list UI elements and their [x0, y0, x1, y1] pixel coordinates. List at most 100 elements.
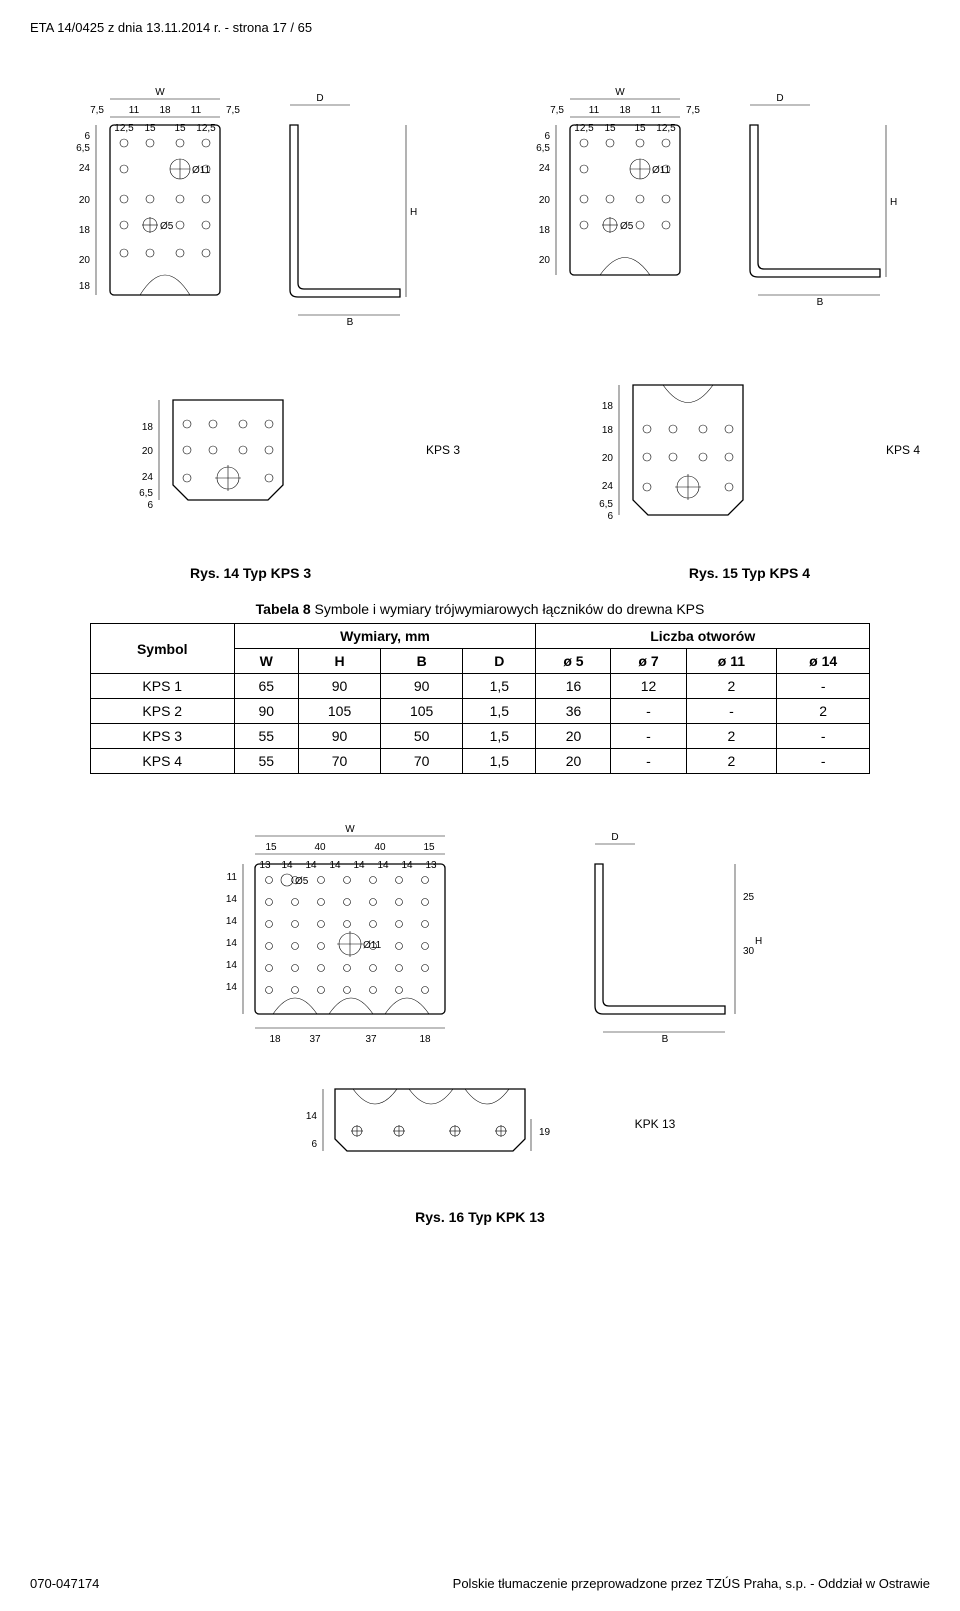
svg-text:Ø11: Ø11: [363, 940, 382, 951]
table-cell: 105: [381, 699, 463, 724]
svg-text:14: 14: [305, 860, 317, 871]
svg-text:6,5: 6,5: [599, 499, 613, 510]
col-d7: ø 7: [611, 649, 686, 674]
svg-text:11: 11: [227, 872, 238, 883]
svg-text:6,5: 6,5: [536, 143, 550, 154]
col-B: B: [381, 649, 463, 674]
table-cell: 90: [299, 724, 381, 749]
kps3-label: KPS 3: [426, 443, 460, 457]
svg-text:18: 18: [79, 225, 91, 236]
svg-text:20: 20: [539, 195, 551, 206]
svg-text:H: H: [410, 207, 417, 218]
svg-text:12,5: 12,5: [656, 123, 676, 134]
table-cell: 1,5: [463, 699, 536, 724]
svg-text:6: 6: [84, 131, 90, 142]
table-cell: 1,5: [463, 749, 536, 774]
svg-text:15: 15: [265, 842, 277, 853]
svg-text:14: 14: [401, 860, 413, 871]
table-row: KPS 2901051051,536--2: [91, 699, 870, 724]
svg-text:14: 14: [226, 938, 238, 949]
table-cell: -: [611, 699, 686, 724]
svg-text:18: 18: [159, 105, 171, 116]
svg-text:18: 18: [142, 422, 154, 433]
table-cell: KPS 2: [91, 699, 235, 724]
svg-text:13: 13: [425, 860, 437, 871]
svg-text:24: 24: [602, 481, 614, 492]
col-D: D: [463, 649, 536, 674]
kpk13-diagram-group: W 15 40 40 15 13 14 14 14 14 14 14 13 11: [30, 814, 930, 1179]
table-cell: 90: [234, 699, 299, 724]
svg-text:11: 11: [191, 105, 202, 116]
table-cell: -: [611, 749, 686, 774]
col-d11: ø 11: [686, 649, 777, 674]
table-cell: 50: [381, 724, 463, 749]
table-cell: -: [777, 674, 870, 699]
footer-left: 070-047174: [30, 1576, 99, 1591]
svg-text:W: W: [345, 824, 355, 835]
col-d14: ø 14: [777, 649, 870, 674]
second-diagram-row: 18 20 24 6,5 6 KPS 3: [40, 365, 920, 535]
svg-text:14: 14: [306, 1111, 318, 1122]
svg-text:6: 6: [311, 1139, 317, 1150]
kps4-bottom-diagram: 18 18 20 24 6,5 6: [578, 365, 788, 535]
svg-text:20: 20: [142, 446, 154, 457]
table-cell: -: [611, 724, 686, 749]
svg-text:Ø11: Ø11: [652, 165, 671, 176]
table-cell: 1,5: [463, 724, 536, 749]
svg-text:B: B: [347, 317, 354, 328]
svg-text:14: 14: [226, 916, 238, 927]
svg-text:6,5: 6,5: [139, 488, 153, 499]
col-H: H: [299, 649, 381, 674]
svg-text:24: 24: [142, 472, 154, 483]
fig15-caption: Rys. 15 Typ KPS 4: [689, 565, 810, 581]
svg-text:6: 6: [544, 131, 550, 142]
svg-text:D: D: [611, 832, 618, 843]
table-cell: 2: [686, 674, 777, 699]
svg-text:12,5: 12,5: [196, 123, 216, 134]
svg-text:19: 19: [539, 1127, 551, 1138]
col-d5: ø 5: [536, 649, 611, 674]
svg-text:12,5: 12,5: [114, 123, 134, 134]
svg-text:Ø5: Ø5: [620, 221, 634, 232]
svg-text:B: B: [817, 297, 824, 308]
svg-text:D: D: [316, 93, 323, 104]
table-cell: KPS 1: [91, 674, 235, 699]
kpk13-side-diagram: D 25 30 H B: [565, 814, 765, 1044]
svg-text:11: 11: [129, 105, 140, 116]
table-cell: -: [777, 749, 870, 774]
kps3-bottom-diagram: 18 20 24 6,5 6: [118, 380, 328, 520]
kps4-label: KPS 4: [886, 443, 920, 457]
svg-text:14: 14: [281, 860, 293, 871]
page-header: ETA 14/0425 z dnia 13.11.2014 r. - stron…: [30, 20, 930, 35]
fig14-caption: Rys. 14 Typ KPS 3: [190, 565, 311, 581]
col-symbol: Symbol: [91, 624, 235, 674]
table-caption: Tabela 8 Symbole i wymiary trójwymiarowy…: [90, 601, 870, 617]
svg-text:6: 6: [147, 500, 153, 511]
table-cell: KPS 3: [91, 724, 235, 749]
kps4-front-side-diagram: W 7,5 11 18 11 7,5 12,5 15 15 12,5 6 6,5…: [500, 75, 920, 335]
dimensions-table: Symbol Wymiary, mm Liczba otworów W H B …: [90, 623, 870, 774]
svg-text:B: B: [662, 1034, 669, 1044]
svg-text:14: 14: [377, 860, 389, 871]
table-cell: -: [777, 724, 870, 749]
svg-text:37: 37: [365, 1034, 377, 1044]
table-cell: -: [686, 699, 777, 724]
table-row: KPS 16590901,516122-: [91, 674, 870, 699]
svg-text:6: 6: [607, 511, 613, 522]
svg-text:15: 15: [634, 123, 646, 134]
svg-text:15: 15: [144, 123, 156, 134]
table-cell: KPS 4: [91, 749, 235, 774]
svg-text:11: 11: [651, 105, 662, 116]
svg-text:15: 15: [423, 842, 435, 853]
table-cell: 70: [381, 749, 463, 774]
fig16-caption: Rys. 16 Typ KPK 13: [30, 1209, 930, 1225]
svg-text:12,5: 12,5: [574, 123, 594, 134]
table-cell: 1,5: [463, 674, 536, 699]
table-cell: 105: [299, 699, 381, 724]
svg-text:6,5: 6,5: [76, 143, 90, 154]
svg-text:18: 18: [79, 281, 91, 292]
svg-text:W: W: [155, 87, 165, 98]
table-cell: 2: [686, 749, 777, 774]
col-W: W: [234, 649, 299, 674]
svg-text:D: D: [776, 93, 783, 104]
